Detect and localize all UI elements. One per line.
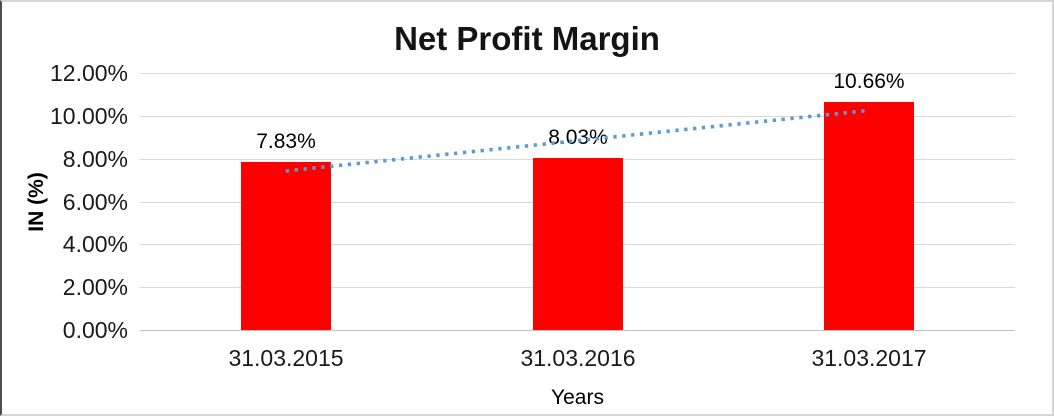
chart-title: Net Profit Margin bbox=[394, 20, 660, 57]
bar-31.03.2015 bbox=[241, 162, 331, 330]
y-axis-tick-label: 10.00% bbox=[49, 103, 128, 129]
x-axis-tick-label: 31.03.2016 bbox=[520, 345, 636, 371]
bar-data-label: 10.66% bbox=[833, 70, 905, 93]
y-axis-tick-label: 8.00% bbox=[62, 146, 128, 172]
x-axis-line bbox=[140, 330, 1015, 331]
x-axis-tick-label: 31.03.2017 bbox=[811, 345, 927, 371]
y-axis-title: IN (%) bbox=[25, 172, 48, 232]
bar-data-label: 7.83% bbox=[256, 130, 316, 153]
y-axis-tick-label: 0.00% bbox=[62, 317, 128, 343]
y-axis-tick-label: 2.00% bbox=[62, 274, 128, 300]
bar-data-label: 8.03% bbox=[548, 126, 608, 149]
x-axis-title: Years bbox=[551, 386, 604, 409]
gridline bbox=[140, 73, 1015, 74]
x-axis-tick-label: 31.03.2015 bbox=[228, 345, 344, 371]
bar-31.03.2016 bbox=[533, 158, 623, 330]
bar-31.03.2017 bbox=[824, 102, 914, 330]
y-axis-tick-label: 12.00% bbox=[49, 60, 128, 86]
y-axis-tick-label: 4.00% bbox=[62, 231, 128, 257]
y-axis-tick-label: 6.00% bbox=[62, 189, 128, 215]
